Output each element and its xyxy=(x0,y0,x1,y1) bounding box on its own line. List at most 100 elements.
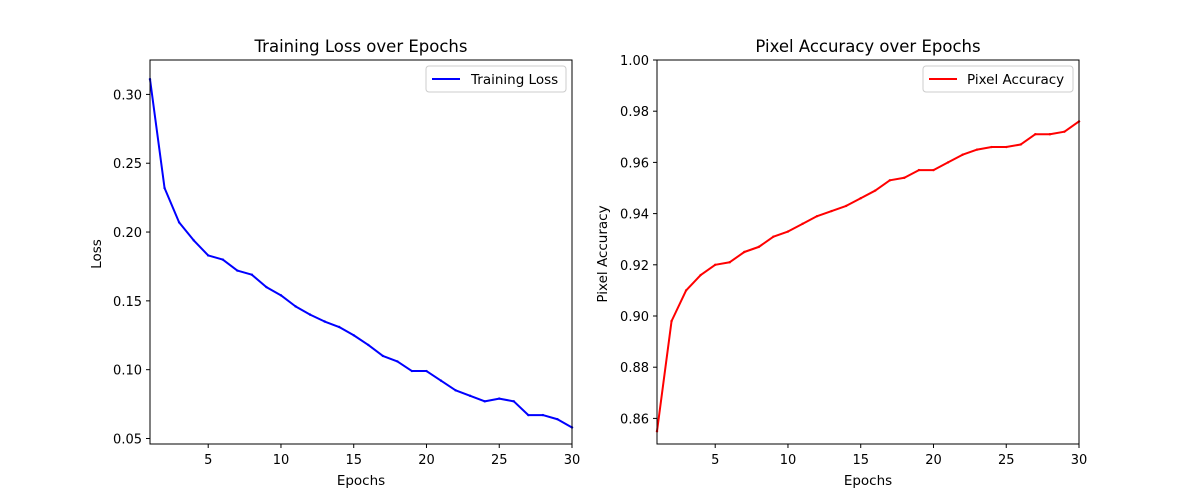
training-loss-data-point xyxy=(439,379,443,382)
pixel-accuracy-data-point xyxy=(684,289,688,292)
pixel-accuracy-x-tick-label: 15 xyxy=(852,453,869,468)
training-loss-data-point xyxy=(556,418,559,421)
pixel-accuracy-data-point xyxy=(743,250,746,254)
pixel-accuracy-data-point xyxy=(670,319,673,323)
pixel-accuracy-data-point xyxy=(801,222,804,226)
training-loss-ticks: 5 10 15 20 25 30 0.05 0.10 0.15 0.20 0.25 0.30 xyxy=(113,88,580,468)
pixel-accuracy-data-point xyxy=(874,189,877,192)
training-loss-data-point xyxy=(177,221,181,224)
pixel-accuracy-data-point xyxy=(699,273,702,277)
pixel-accuracy-y-tick-label: 0.98 xyxy=(620,105,649,120)
training-loss-data-point xyxy=(221,258,224,261)
pixel-accuracy-data-point xyxy=(1005,145,1008,149)
training-loss-y-tick-label: 0.05 xyxy=(113,432,142,447)
pixel-accuracy-data-point xyxy=(714,263,717,266)
pixel-accuracy-y-tick-label: 0.92 xyxy=(620,259,649,274)
pixel-accuracy-chart: 5 10 15 20 25 30 0.86 0.88 0.90 0.92 0.94 0.96 0.98 1… xyxy=(595,37,1087,489)
pixel-accuracy-x-tick-label: 10 xyxy=(780,453,797,468)
training-loss-data-point xyxy=(381,354,385,358)
pixel-accuracy-data-point xyxy=(961,153,964,156)
training-loss-data-point xyxy=(498,397,501,400)
pixel-accuracy-series-line xyxy=(655,120,1081,433)
training-loss-data-point xyxy=(279,294,283,297)
pixel-accuracy-data-point xyxy=(1063,130,1066,133)
pixel-accuracy-data-point xyxy=(946,161,950,164)
training-loss-data-point xyxy=(367,343,370,347)
pixel-accuracy-y-tick-label: 0.88 xyxy=(620,361,649,376)
pixel-accuracy-y-tick-label: 0.96 xyxy=(620,156,649,171)
pixel-accuracy-x-tick-label: 30 xyxy=(1071,453,1088,468)
training-loss-x-tick-label: 15 xyxy=(345,453,362,468)
training-loss-y-tick-label: 0.25 xyxy=(113,157,142,172)
pixel-accuracy-data-point xyxy=(932,168,935,172)
training-loss-chart: 5 10 15 20 25 30 0.05 0.10 0.15 0.20 0.25 0.30 Trai… xyxy=(89,37,580,489)
pixel-accuracy-x-axis-label: Epochs xyxy=(844,473,892,489)
pixel-accuracy-y-tick-label: 1.00 xyxy=(620,54,649,69)
training-loss-y-axis-label: Loss xyxy=(89,239,105,269)
pixel-accuracy-data-point xyxy=(844,204,848,208)
pixel-accuracy-title: Pixel Accuracy over Epochs xyxy=(755,37,980,56)
pixel-accuracy-data-point xyxy=(990,145,993,149)
pixel-accuracy-x-tick-label: 20 xyxy=(925,453,942,468)
training-loss-data-point xyxy=(512,400,515,403)
training-loss-data-point xyxy=(265,285,268,289)
training-loss-y-tick-label: 0.30 xyxy=(113,88,142,103)
training-loss-data-point xyxy=(163,186,166,190)
pixel-accuracy-data-point xyxy=(830,209,833,213)
training-loss-plot-area xyxy=(148,78,574,429)
pixel-accuracy-data-point xyxy=(917,168,921,172)
pixel-accuracy-data-point xyxy=(888,179,892,182)
training-loss-y-tick-label: 0.20 xyxy=(113,226,142,241)
training-loss-data-point xyxy=(207,254,210,257)
pixel-accuracy-data-point xyxy=(728,261,731,264)
pixel-accuracy-x-tick-label: 5 xyxy=(711,453,719,468)
training-loss-data-point xyxy=(410,369,414,373)
training-loss-axes-frame xyxy=(149,59,573,445)
pixel-accuracy-data-point xyxy=(815,214,819,218)
training-loss-x-tick-label: 30 xyxy=(564,453,581,468)
training-loss-data-point xyxy=(192,239,195,242)
pixel-accuracy-data-point xyxy=(1048,133,1052,136)
pixel-accuracy-data-point xyxy=(1034,133,1037,136)
training-loss-data-point xyxy=(323,320,326,323)
training-loss-x-tick-label: 20 xyxy=(418,453,435,468)
training-loss-data-point xyxy=(352,334,355,337)
training-loss-data-point xyxy=(527,413,530,417)
training-loss-data-point xyxy=(483,400,486,403)
training-loss-data-point xyxy=(454,389,457,392)
training-loss-x-tick-label: 5 xyxy=(204,453,212,468)
training-loss-data-point xyxy=(396,360,399,363)
training-loss-series-line xyxy=(148,78,574,429)
training-loss-data-point xyxy=(425,369,428,373)
pixel-accuracy-legend-label: Pixel Accuracy xyxy=(967,72,1064,88)
training-loss-title: Training Loss over Epochs xyxy=(254,37,468,56)
training-loss-x-tick-label: 10 xyxy=(273,453,290,468)
pixel-accuracy-y-tick-label: 0.94 xyxy=(620,208,649,223)
pixel-accuracy-legend-box xyxy=(922,65,1074,93)
pixel-accuracy-data-point xyxy=(757,245,761,249)
training-loss-data-point xyxy=(236,269,239,272)
pixel-accuracy-y-axis-label: Pixel Accuracy xyxy=(595,205,611,302)
pixel-accuracy-x-tick-label: 25 xyxy=(998,453,1015,468)
training-loss-legend-label: Training Loss xyxy=(470,72,558,88)
training-loss-x-tick-label: 25 xyxy=(491,453,508,468)
training-loss-y-tick-label: 0.10 xyxy=(113,364,142,379)
pixel-accuracy-ticks: 5 10 15 20 25 30 0.86 0.88 0.90 0.92 0.94 0.96 0.98 1… xyxy=(620,54,1087,468)
training-loss-legend: Training Loss xyxy=(425,65,567,93)
pixel-accuracy-data-point xyxy=(786,230,790,233)
pixel-accuracy-y-tick-label: 0.90 xyxy=(620,310,649,325)
pixel-accuracy-data-point xyxy=(859,197,862,200)
pixel-accuracy-legend: Pixel Accuracy xyxy=(922,65,1074,93)
pixel-accuracy-data-point xyxy=(772,235,775,238)
training-loss-data-point xyxy=(250,273,254,276)
pixel-accuracy-y-tick-label: 0.86 xyxy=(620,412,649,427)
pixel-accuracy-data-point xyxy=(903,176,906,179)
training-loss-x-axis-label: Epochs xyxy=(337,473,385,489)
training-loss-data-point xyxy=(541,413,545,417)
training-loss-y-tick-label: 0.15 xyxy=(113,295,142,310)
pixel-accuracy-axes-frame xyxy=(656,59,1080,445)
training-loss-data-point xyxy=(468,394,472,398)
training-loss-data-point xyxy=(308,313,312,316)
pixel-accuracy-data-point xyxy=(1019,143,1022,146)
